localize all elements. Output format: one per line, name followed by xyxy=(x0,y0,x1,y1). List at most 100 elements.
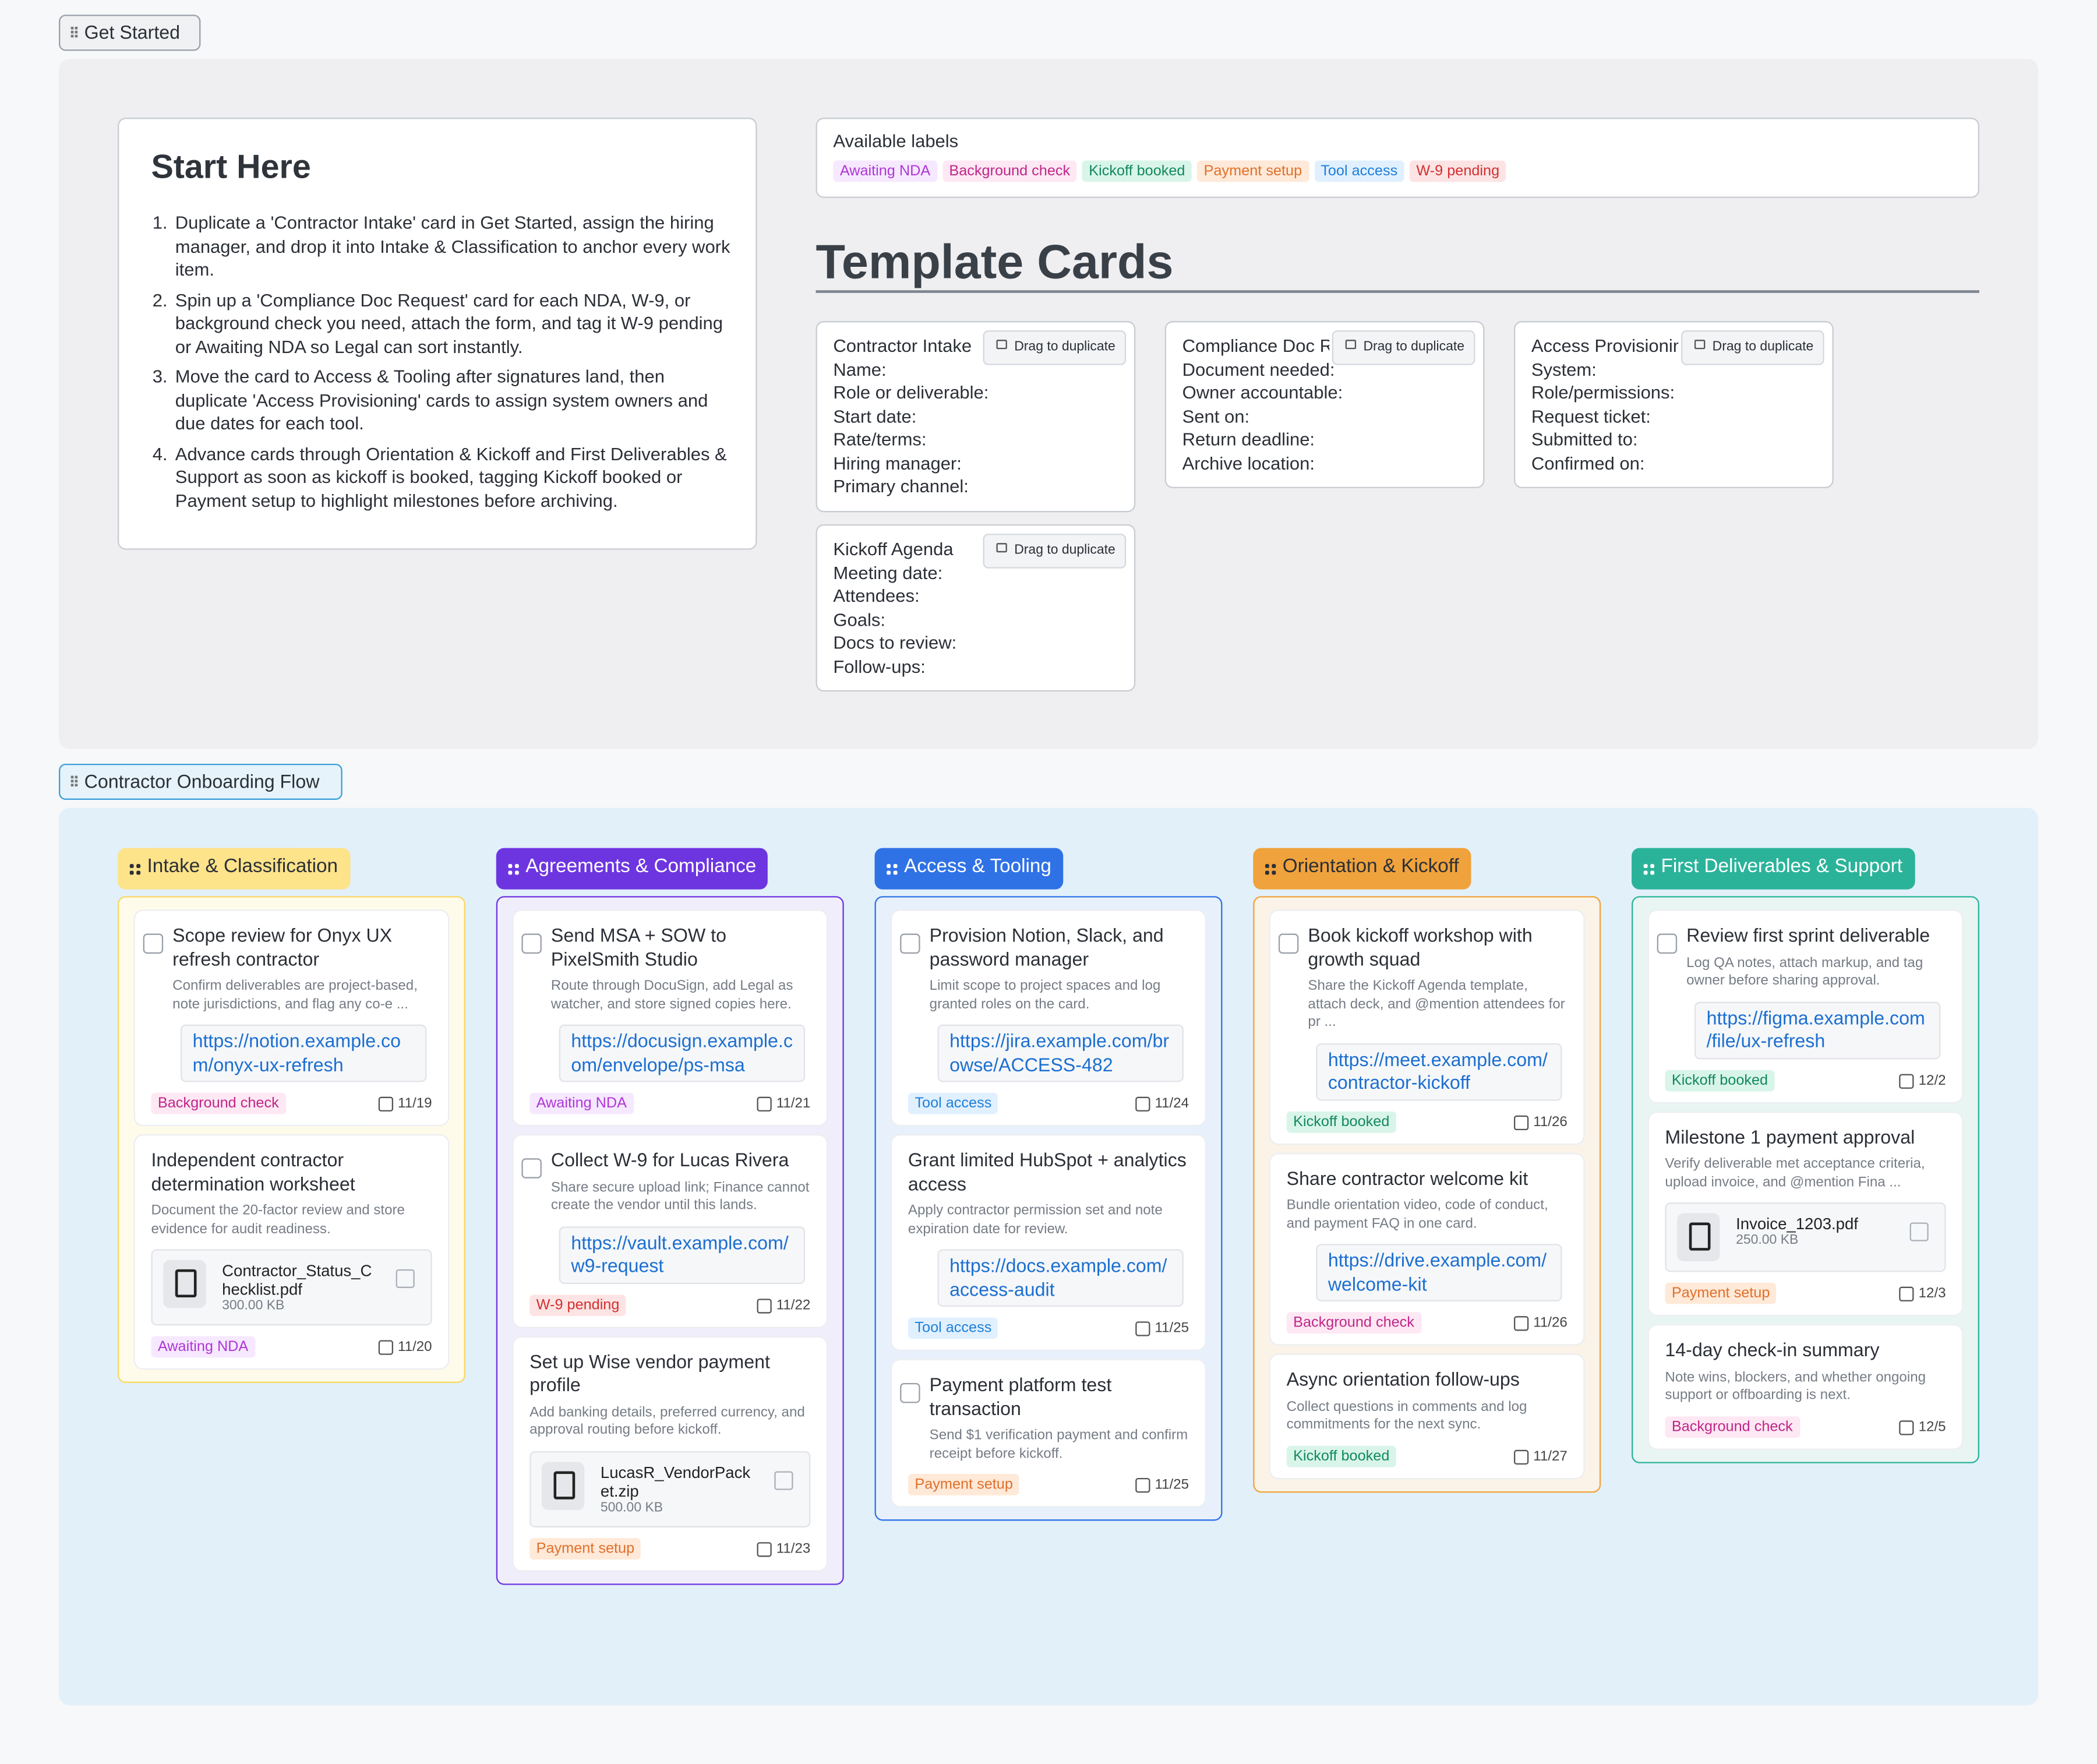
link[interactable]: https://drive.example.com/welcome-kit xyxy=(1316,1244,1562,1301)
card[interactable]: Collect W-9 for Lucas Rivera Share secure… xyxy=(513,1135,827,1326)
frame-tag[interactable]: Get Started xyxy=(59,15,201,51)
label-chip: Payment setup xyxy=(1665,1282,1777,1304)
label-chip: Background check xyxy=(1286,1312,1421,1334)
step: Advance cards through Orientation & Kick… xyxy=(172,442,737,513)
labels-panel: Available labels Awaiting NDA Background … xyxy=(816,118,1979,198)
description: Add banking details, preferred currency,… xyxy=(529,1403,805,1438)
due-date: 12/5 xyxy=(1896,1419,1946,1435)
link[interactable]: https://notion.example.com/onyx-ux-refre… xyxy=(180,1024,427,1082)
due-date: 11/20 xyxy=(375,1339,432,1355)
card[interactable]: 14-day check-in summary Note wins, blocke… xyxy=(1648,1325,1962,1448)
card-title: Share contractor welcome kit xyxy=(1287,1167,1568,1190)
field: Name: xyxy=(833,359,887,379)
card[interactable]: Share contractor welcome kit Bundle orien… xyxy=(1270,1153,1584,1345)
card[interactable]: Independent contractor determination wor… xyxy=(135,1135,449,1368)
title-text: 14-day check-in summary xyxy=(1665,1339,1880,1360)
drag-button[interactable]: Drag to duplicate xyxy=(983,330,1127,365)
step: Move the card to Access & Tooling after … xyxy=(172,365,737,436)
label-chip[interactable]: Kickoff booked xyxy=(1082,160,1192,182)
title-text: Review first sprint deliverable xyxy=(1686,924,1930,946)
card-footer: Awaiting NDA 11/21 xyxy=(529,1092,810,1114)
link[interactable]: https://docs.example.com/access-audit xyxy=(937,1249,1184,1307)
card-footer: Payment setup 12/3 xyxy=(1665,1282,1946,1304)
drag-button[interactable]: Drag to duplicate xyxy=(983,534,1127,568)
card-title: Send MSA + SOW to PixelSmith Studio xyxy=(521,924,810,971)
label-chip: Tool access xyxy=(908,1092,998,1114)
column: Provision Notion, Slack, and password ma… xyxy=(874,896,1223,1521)
checkbox[interactable] xyxy=(521,933,542,954)
field: Request ticket: xyxy=(1531,405,1651,426)
label-chip: Background check xyxy=(151,1092,286,1114)
label-chip: Payment setup xyxy=(908,1474,1020,1495)
attachment[interactable]: Contractor_Status_Checklist.pdf 300.00 KB xyxy=(151,1249,432,1326)
card[interactable]: Book kickoff workshop with growth squad S… xyxy=(1270,911,1584,1143)
label-chip[interactable]: W-9 pending xyxy=(1409,160,1506,182)
card[interactable]: Grant limited HubSpot + analytics access… xyxy=(892,1135,1205,1350)
title-text: Grant limited HubSpot + analytics access xyxy=(908,1149,1187,1194)
attachment[interactable]: LucasR_VendorPacket.zip 500.00 KB xyxy=(529,1450,811,1527)
field: Confirmed on: xyxy=(1531,453,1645,473)
card[interactable]: Async orientation follow-ups Collect ques… xyxy=(1270,1354,1584,1477)
link[interactable]: https://meet.example.com/contractor-kick… xyxy=(1316,1042,1562,1100)
label-list: Awaiting NDA Background check Kickoff book… xyxy=(833,158,1962,182)
checkbox[interactable] xyxy=(1657,933,1678,954)
card[interactable]: Provision Notion, Slack, and password ma… xyxy=(892,911,1205,1125)
description: Limit scope to project spaces and log gr… xyxy=(929,978,1161,1012)
drag-button[interactable]: Drag to duplicate xyxy=(1681,330,1824,365)
file-icon xyxy=(163,1260,206,1308)
open-icon[interactable] xyxy=(396,1269,415,1288)
attachment[interactable]: Invoice_1203.pdf 250.00 KB xyxy=(1665,1202,1946,1272)
field: System: xyxy=(1531,359,1597,379)
checkbox[interactable] xyxy=(900,1382,920,1403)
title-text: Set up Wise vendor payment profile xyxy=(529,1350,770,1395)
field: Submitted to: xyxy=(1531,429,1638,450)
link[interactable]: https://vault.example.com/w9-request xyxy=(559,1226,806,1283)
title-text: Provision Notion, Slack, and password ma… xyxy=(929,924,1164,969)
checkbox[interactable] xyxy=(900,933,920,954)
drag-button[interactable]: Drag to duplicate xyxy=(1332,330,1475,365)
card-title: Independent contractor determination wor… xyxy=(151,1149,432,1195)
column-header[interactable]: Intake & Classification xyxy=(118,848,350,890)
label-chip[interactable]: Tool access xyxy=(1314,160,1404,182)
due-date: 11/25 xyxy=(1132,1320,1189,1336)
link[interactable]: https://docusign.example.com/envelope/ps… xyxy=(559,1024,806,1082)
field: Rate/terms: xyxy=(833,429,927,450)
card-title: Scope review for Onyx UX refresh contrac… xyxy=(143,924,432,971)
card[interactable]: Milestone 1 payment approval Verify deliv… xyxy=(1648,1112,1962,1315)
card-title: Compliance Doc Request xyxy=(1182,336,1330,356)
label-chip[interactable]: Awaiting NDA xyxy=(833,160,937,182)
label-chip[interactable]: Payment setup xyxy=(1197,160,1309,182)
frame-tag[interactable]: Contractor Onboarding Flow xyxy=(59,763,343,800)
card[interactable]: Set up Wise vendor payment profile Add ba… xyxy=(513,1336,827,1570)
field: Goals: xyxy=(833,609,885,630)
card-footer: Tool access 11/25 xyxy=(908,1317,1189,1339)
due-date: 12/2 xyxy=(1896,1072,1946,1088)
field: Attendees: xyxy=(833,585,920,606)
open-icon[interactable] xyxy=(774,1470,793,1490)
link[interactable]: https://jira.example.com/browse/ACCESS-4… xyxy=(937,1024,1184,1082)
card-footer: Background check 11/19 xyxy=(151,1092,432,1114)
card-footer: W-9 pending 11/22 xyxy=(529,1294,810,1316)
column-header[interactable]: First Deliverables & Support xyxy=(1632,848,1915,890)
card[interactable]: Review first sprint deliverable Log QA no… xyxy=(1648,911,1962,1102)
checkbox[interactable] xyxy=(1278,933,1299,954)
label-chip[interactable]: Background check xyxy=(942,160,1077,182)
link[interactable]: https://figma.example.com/file/ux-refres… xyxy=(1694,1001,1941,1059)
checkbox[interactable] xyxy=(521,1158,542,1179)
card[interactable]: Send MSA + SOW to PixelSmith Studio Route… xyxy=(513,911,827,1125)
card-footer: Payment setup 11/23 xyxy=(529,1537,810,1559)
field: Sent on: xyxy=(1182,405,1250,426)
card[interactable]: Payment platform test transaction Send $1… xyxy=(892,1360,1205,1507)
column-header[interactable]: Agreements & Compliance xyxy=(496,848,768,890)
card-title: Async orientation follow-ups xyxy=(1287,1368,1568,1392)
template-card: Compliance Doc RequestDrag to duplicateD… xyxy=(1164,321,1485,489)
open-icon[interactable] xyxy=(1909,1222,1929,1241)
card[interactable]: Scope review for Onyx UX refresh contrac… xyxy=(135,911,449,1125)
column-header[interactable]: Access & Tooling xyxy=(874,848,1064,890)
column-header[interactable]: Orientation & Kickoff xyxy=(1253,848,1471,890)
card-title: Payment platform test transaction xyxy=(900,1374,1189,1420)
template-card: Contractor Intake Drag to duplicate Name: R… xyxy=(816,321,1136,512)
panel-title: Available labels xyxy=(833,131,959,151)
due-date: 11/23 xyxy=(754,1540,810,1557)
checkbox[interactable] xyxy=(143,933,164,954)
